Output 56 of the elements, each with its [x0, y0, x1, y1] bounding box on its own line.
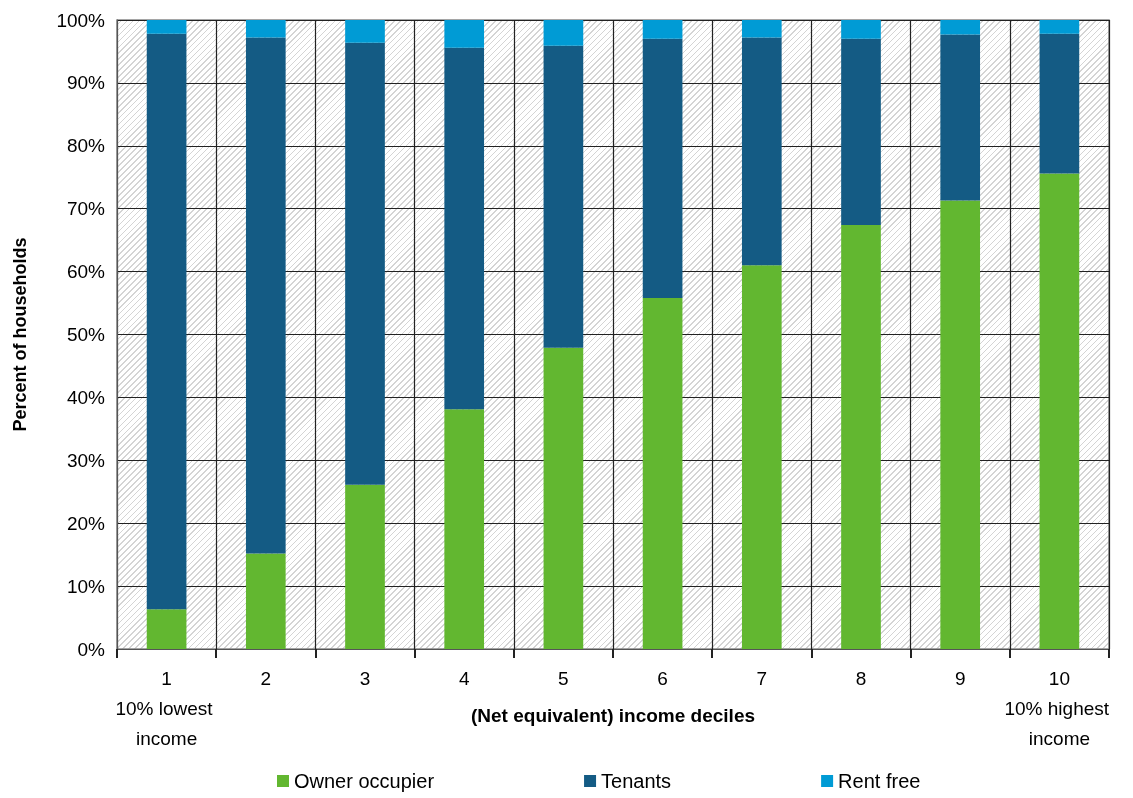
- x-tick-label: 7: [756, 667, 768, 689]
- bar: [345, 20, 385, 43]
- x-tick-label: 9: [954, 667, 966, 689]
- x-tick-label: 5: [558, 667, 569, 689]
- bar: [444, 47, 485, 410]
- bar: [841, 20, 881, 39]
- bar: [940, 200, 981, 649]
- bar: [245, 37, 286, 554]
- y-tick-label: 60%: [66, 261, 106, 283]
- y-tick-label: 70%: [66, 198, 106, 220]
- y-tick-label: 0%: [77, 638, 106, 660]
- bar: [444, 20, 485, 48]
- x-tick-label: 8: [855, 667, 867, 689]
- legend-label: Rent free: [838, 770, 921, 792]
- bar: [444, 409, 485, 649]
- y-tick-label: 50%: [66, 324, 106, 345]
- bar: [841, 225, 881, 649]
- bar: [1039, 20, 1080, 34]
- legend-label: Owner occupier: [294, 770, 435, 792]
- bar: [642, 38, 683, 299]
- bar: [642, 20, 683, 39]
- bar: [543, 45, 584, 348]
- x-tick-label: 10 10% highest income: [1004, 667, 1115, 749]
- bar: [345, 42, 385, 485]
- x-tick-label: 6: [657, 667, 668, 689]
- y-tick-label: 40%: [66, 386, 106, 408]
- y-tick-label: 80%: [66, 135, 106, 157]
- bar: [245, 20, 286, 38]
- bar: [940, 34, 981, 201]
- legend-label: Tenants: [601, 770, 672, 792]
- bar: [940, 20, 981, 35]
- bar: [642, 298, 683, 649]
- bar: [146, 33, 187, 610]
- bar: [245, 553, 286, 649]
- bar: [741, 265, 782, 649]
- x-tick-label: 4: [458, 667, 470, 689]
- x-tick-label: 3: [359, 667, 371, 689]
- y-axis-title: Percent of households: [10, 237, 30, 432]
- y-tick-label: 90%: [66, 72, 106, 94]
- x-axis-title: (Net equivalent) income deciles: [470, 705, 756, 726]
- bar: [741, 37, 782, 266]
- bar: [146, 609, 187, 649]
- y-tick-label: 10%: [66, 575, 106, 597]
- y-tick-label: 20%: [66, 512, 106, 534]
- bar: [146, 20, 187, 34]
- bar: [345, 484, 385, 649]
- x-tick-label: 2: [260, 667, 272, 689]
- bar: [1039, 173, 1080, 649]
- bar: [841, 38, 881, 226]
- bar: [543, 20, 584, 46]
- y-tick-label: 100%: [56, 9, 106, 31]
- bar: [1039, 33, 1080, 174]
- bar: [543, 347, 584, 649]
- bar: [741, 20, 782, 38]
- x-tick-label: 1 10% lowest income: [115, 667, 218, 749]
- y-tick-label: 30%: [66, 449, 106, 471]
